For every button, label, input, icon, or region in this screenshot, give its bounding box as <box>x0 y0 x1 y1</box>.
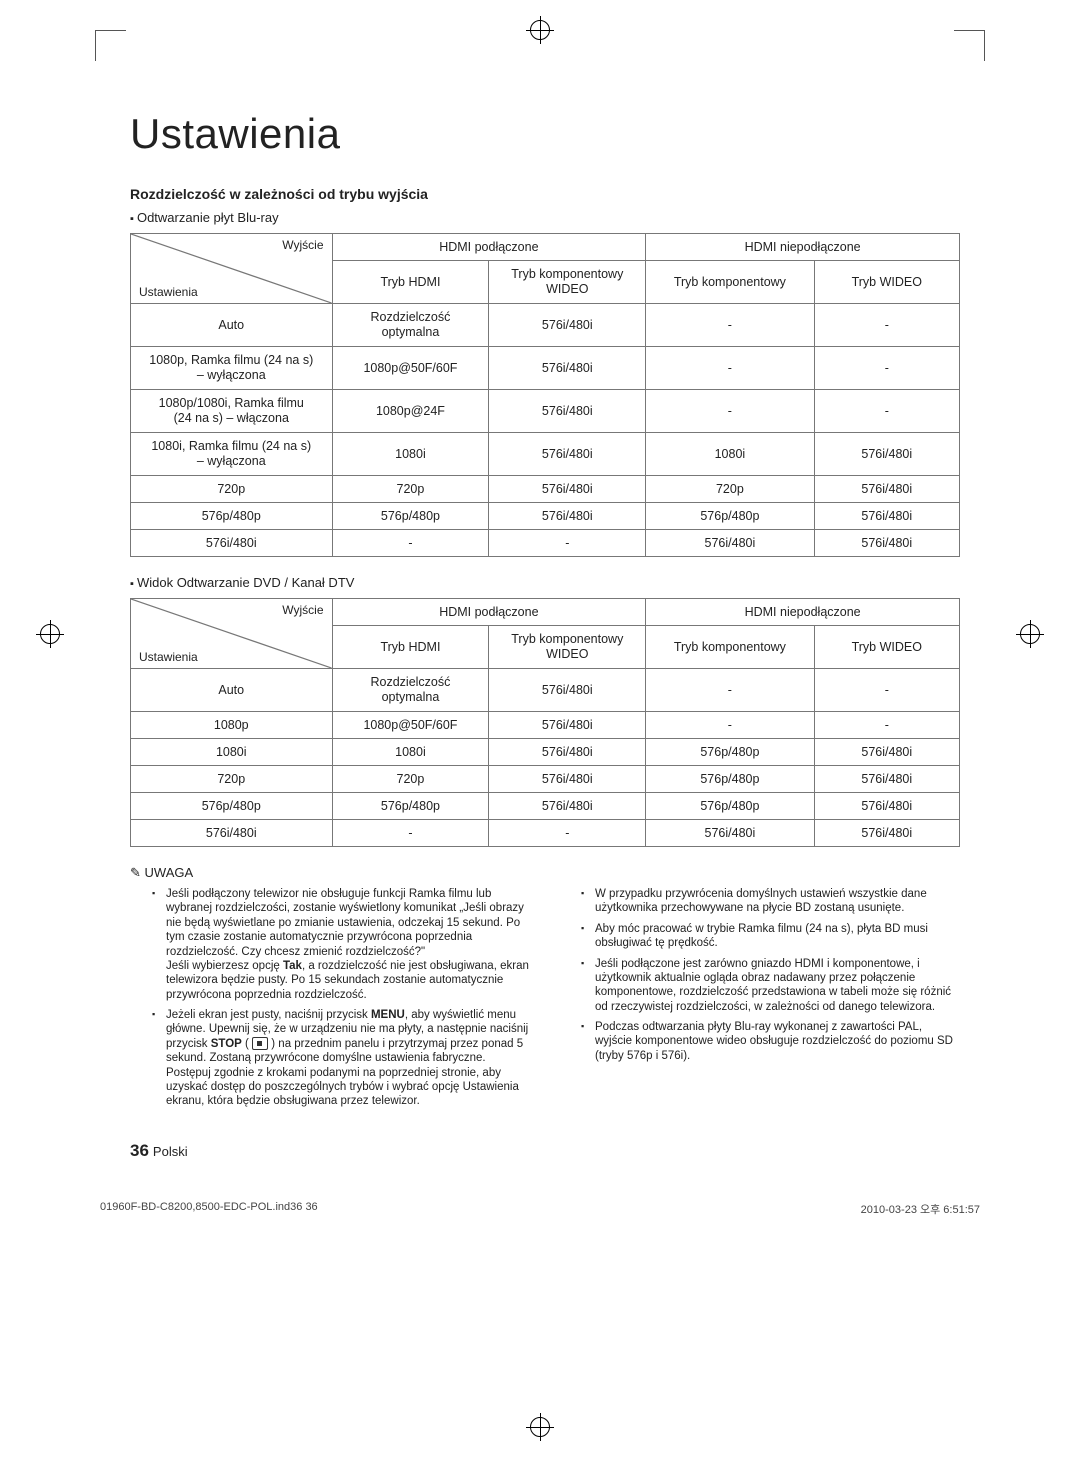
note-item: Jeżeli ekran jest pusty, naciśnij przyci… <box>152 1008 531 1109</box>
diag-label-output: Wyjście <box>282 238 323 252</box>
diag-label-settings: Ustawienia <box>139 285 198 299</box>
notes-block: Jeśli podłączony telewizor nie obsługuje… <box>130 887 960 1115</box>
table-row: 720p720p576i/480i576p/480p576i/480i <box>131 766 960 793</box>
th-mode-video: Tryb WIDEO <box>814 626 959 669</box>
table-caption: Odtwarzanie płyt Blu-ray <box>130 210 960 225</box>
th-mode-comp-video: Tryb komponentowyWIDEO <box>489 261 646 304</box>
note-item: W przypadku przywrócenia domyślnych usta… <box>581 887 960 916</box>
th-hdmi-on: HDMI podłączone <box>332 234 646 261</box>
diag-label-settings: Ustawienia <box>139 650 198 664</box>
resolution-table-bluray: Wyjście Ustawienia HDMI podłączone HDMI … <box>130 233 960 557</box>
table-row: 1080i1080i576i/480i576p/480p576i/480i <box>131 739 960 766</box>
th-mode-hdmi: Tryb HDMI <box>332 261 489 304</box>
diag-label-output: Wyjście <box>282 603 323 617</box>
table-row: 576p/480p576p/480p576i/480i576p/480p576i… <box>131 793 960 820</box>
table-row: 1080i, Ramka filmu (24 na s)– wyłączona … <box>131 433 960 476</box>
th-hdmi-on: HDMI podłączone <box>332 599 646 626</box>
registration-mark <box>526 1413 554 1441</box>
note-item: Aby móc pracować w trybie Ramka filmu (2… <box>581 922 960 951</box>
th-hdmi-off: HDMI niepodłączone <box>646 234 960 261</box>
resolution-table-dvd: Wyjście Ustawienia HDMI podłączone HDMI … <box>130 598 960 847</box>
th-mode-comp: Tryb komponentowy <box>646 626 814 669</box>
th-mode-hdmi: Tryb HDMI <box>332 626 489 669</box>
table-row: 576i/480i--576i/480i576i/480i <box>131 530 960 557</box>
footer-right: 2010-03-23 오후 6:51:57 <box>861 1201 980 1217</box>
section-heading: Rozdzielczość w zależności od trybu wyjś… <box>130 186 960 202</box>
page-title: Ustawienia <box>130 110 960 158</box>
table-row: 576i/480i--576i/480i576i/480i <box>131 820 960 847</box>
page-number: 36Polski <box>130 1141 960 1161</box>
table-row: 720p720p576i/480i720p576i/480i <box>131 476 960 503</box>
th-hdmi-off: HDMI niepodłączone <box>646 599 960 626</box>
th-mode-comp-video: Tryb komponentowyWIDEO <box>489 626 646 669</box>
table-row: 1080p, Ramka filmu (24 na s)– wyłączona … <box>131 347 960 390</box>
stop-icon <box>252 1037 268 1050</box>
table-row: 1080p1080p@50F/60F576i/480i-- <box>131 712 960 739</box>
table-row: Auto Rozdzielczośćoptymalna 576i/480i-- <box>131 304 960 347</box>
note-heading: UWAGA <box>130 865 960 881</box>
print-footer: 01960F-BD-C8200,8500-EDC-POL.ind36 36 20… <box>0 1201 1080 1245</box>
note-item: Jeśli podłączone jest zarówno gniazdo HD… <box>581 957 960 1015</box>
footer-left: 01960F-BD-C8200,8500-EDC-POL.ind36 36 <box>100 1201 318 1217</box>
note-item: Podczas odtwarzania płyty Blu-ray wykona… <box>581 1020 960 1063</box>
table-caption: Widok Odtwarzanie DVD / Kanał DTV <box>130 575 960 590</box>
note-item: Jeśli podłączony telewizor nie obsługuje… <box>152 887 531 1002</box>
table-row: 1080p/1080i, Ramka filmu(24 na s) – włąc… <box>131 390 960 433</box>
table-row: Auto Rozdzielczośćoptymalna 576i/480i-- <box>131 669 960 712</box>
th-mode-video: Tryb WIDEO <box>814 261 959 304</box>
table-row: 576p/480p576p/480p576i/480i576p/480p576i… <box>131 503 960 530</box>
th-mode-comp: Tryb komponentowy <box>646 261 814 304</box>
